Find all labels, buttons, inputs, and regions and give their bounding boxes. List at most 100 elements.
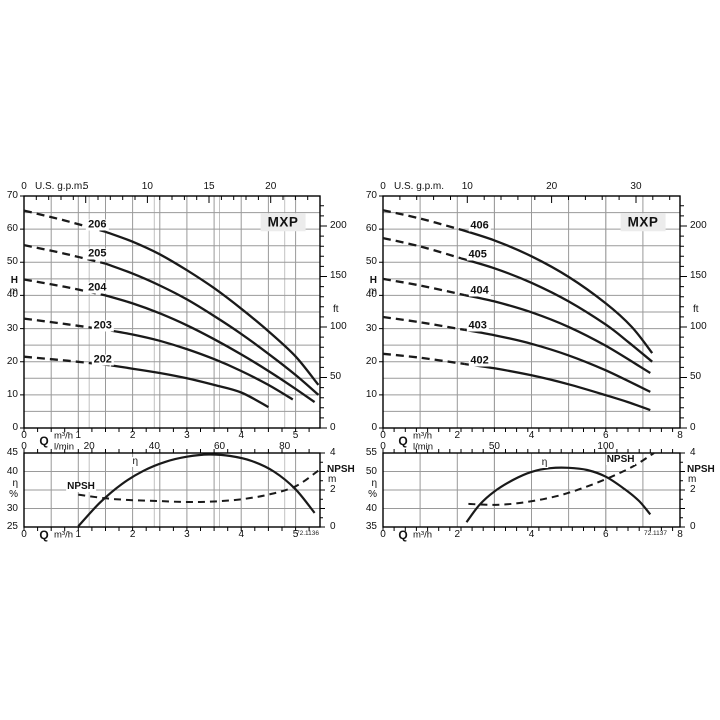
flow-axis-label: Q [398,434,408,448]
top-axis-tick: 20 [546,181,558,192]
top-axis-tick: 20 [265,181,277,192]
npsh-axis-tick: 4 [690,447,696,458]
flow-axis-tick-lmin: 40 [148,441,160,452]
top-axis-tick: 10 [461,181,473,192]
figure-number: 72.1137 [643,529,667,537]
flow-axis-zero-m3h: 0 [380,430,386,441]
head-axis-tick: 30 [365,322,377,334]
feet-axis-tick: 150 [330,270,347,282]
npsh-curve-label: NPSH [66,481,96,493]
npsh-axis-unit: m [688,474,697,485]
series-label-204: 204 [86,281,109,294]
top-axis-tick: 10 [141,181,153,192]
flow-axis-unit-lmin: l/min [413,441,434,453]
head-axis-tick: 30 [6,322,18,334]
series-label-403: 403 [466,319,489,332]
eta-axis-tick: 30 [6,502,18,514]
npsh-curve-label: NPSH [605,454,636,466]
series-label-202: 202 [91,353,114,366]
feet-axis-tick: 50 [330,371,342,383]
series-label-203: 203 [91,319,114,332]
feet-axis-tick: 150 [690,270,707,282]
feet-axis-tick: 200 [330,219,347,231]
head-axis-tick: 70 [365,190,377,201]
head-axis-tick: 0 [12,422,18,433]
top-axis-zero: 0 [21,181,27,192]
flow-axis-unit-lmin: l/min [54,441,75,453]
feet-axis-tick: 200 [690,219,707,231]
head-axis-label: H [369,275,377,286]
npsh-axis-tick: 2 [330,484,336,495]
flow-axis-tick-lmin: 100 [597,441,615,452]
flow-axis-tick-m3h: 8 [677,430,683,441]
flow-axis-tick-lmin: 50 [488,441,500,452]
head-axis-tick: 40 [365,289,377,301]
npsh-axis-label: NPSH [687,464,715,475]
npsh-axis-unit: m [328,474,337,485]
lower-flow-tick: 2 [454,529,461,540]
series-label-402: 402 [468,354,491,367]
eta-curve-label: η [131,456,140,468]
flow-axis-tick-m3h: 2 [129,430,136,441]
flow-axis-tick-lmin: 60 [213,441,226,452]
lower-flow-tick: 3 [184,529,190,540]
lower-flow-tick: 4 [238,529,245,540]
head-axis-label: H [10,275,18,286]
lower-flow-tick: 8 [677,529,683,540]
top-axis-unit-gpm: U.S. g.p.m. [394,181,445,192]
eta-axis-unit: % [368,489,377,500]
series-label-404: 404 [468,284,491,297]
head-axis-tick: 50 [365,256,377,268]
flow-axis-tick-m3h: 4 [238,430,245,441]
flow-axis-tick-m3h: 3 [184,430,190,441]
feet-axis-tick: 0 [690,422,696,433]
flow-axis-zero-lmin: 0 [380,441,386,452]
flow-axis-zero-m3h: 0 [21,430,27,441]
series-label-205: 205 [86,247,109,260]
lower-flow-unit: m³/h [54,529,73,541]
lower-flow-zero: 0 [380,529,386,540]
chart-title: MXP [620,213,666,231]
top-axis-tick: 15 [203,181,215,192]
npsh-axis-tick: 4 [330,447,336,458]
eta-axis-tick: 50 [365,465,377,477]
flow-axis-unit-m3h: m³/h [54,430,73,442]
top-axis-tick: 30 [630,181,642,192]
head-axis-tick: 40 [6,289,18,301]
eta-axis-tick: 45 [6,447,18,458]
feet-axis-tick: 0 [330,422,336,433]
feet-axis-unit: ft [693,304,699,315]
eta-axis-unit: % [9,489,18,500]
flow-axis-unit-m3h: m³/h [413,430,432,442]
figure-number: 72.1136 [295,529,319,537]
eta-curve-label: η [540,456,549,468]
head-axis-tick: 20 [365,355,377,367]
feet-axis-tick: 100 [690,320,707,332]
eta-axis-tick: 25 [6,521,18,532]
head-axis-tick: 70 [6,190,18,201]
head-axis-tick: 50 [6,256,18,268]
top-axis-unit-gpm: U.S. g.p.m. [35,181,86,192]
lower-flow-tick: 6 [602,529,609,540]
flow-axis-tick-m3h: 2 [454,430,461,441]
feet-axis-unit: ft [333,304,339,315]
feet-axis-tick: 50 [690,371,702,383]
npsh-axis-tick: 0 [690,521,696,532]
lower-flow-unit: m³/h [413,529,432,541]
eta-axis-tick: 40 [6,465,18,477]
series-label-405: 405 [466,248,489,261]
lower-flow-label: Q [398,528,408,542]
flow-axis-zero-lmin: 0 [21,441,27,452]
feet-axis-tick: 100 [330,320,347,332]
flow-axis-tick-m3h: 1 [75,430,82,441]
eta-axis-tick: 40 [365,502,377,514]
head-axis-unit-m: m [9,286,18,297]
top-axis-zero: 0 [380,181,386,192]
lower-flow-tick: 2 [129,529,136,540]
flow-axis-label: Q [39,434,49,448]
top-axis-tick: 5 [82,181,89,192]
